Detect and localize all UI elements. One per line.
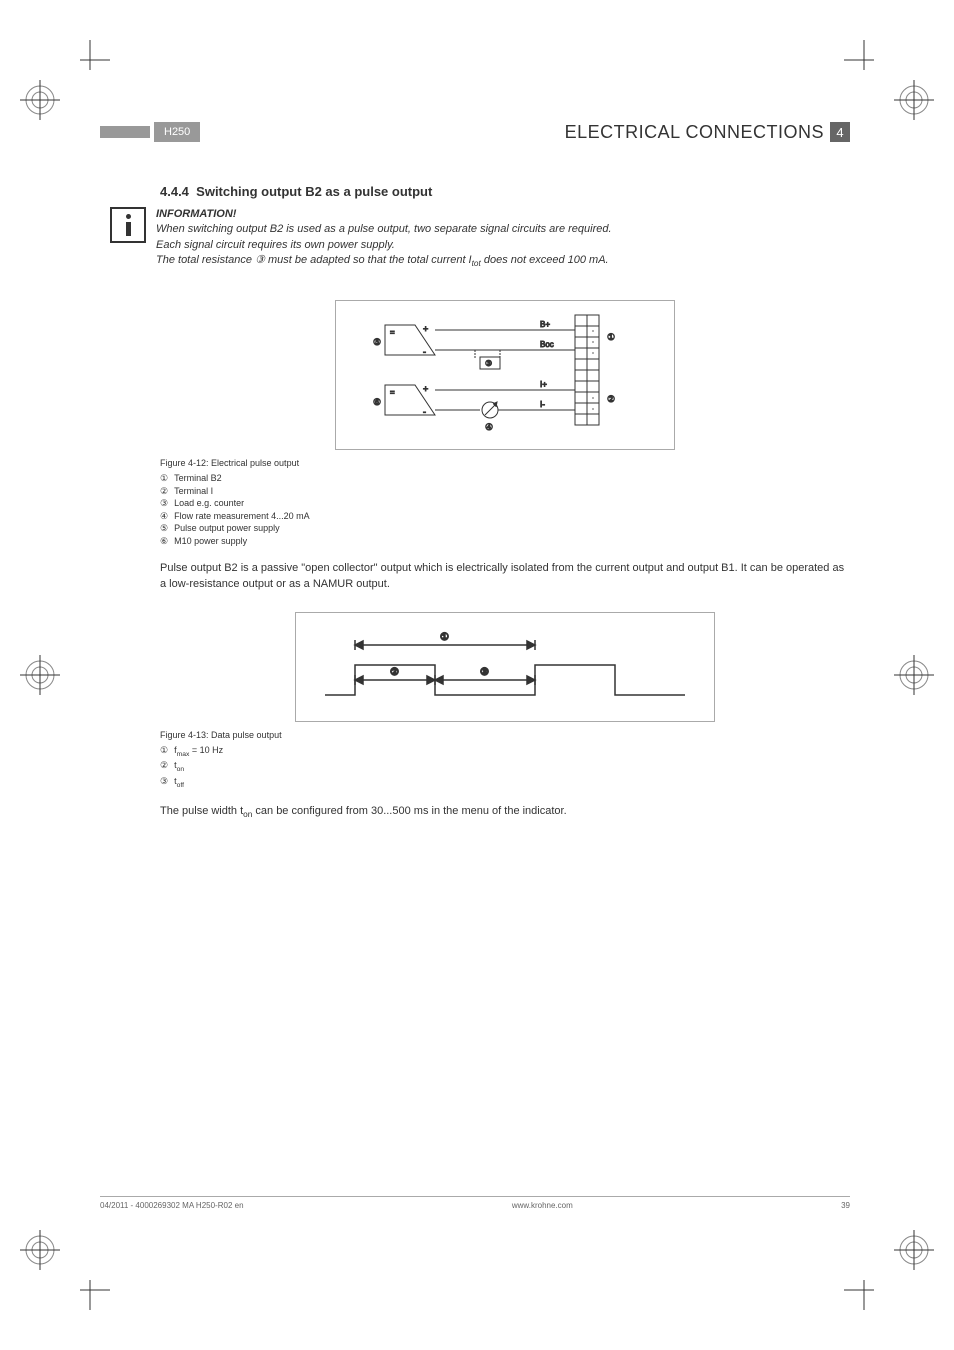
crop-mark-br — [894, 1230, 934, 1270]
svg-text:=: = — [390, 328, 395, 337]
section-number: 4.4.4 — [160, 184, 189, 199]
footer-doc-id: 04/2011 - 4000269302 MA H250-R02 en — [100, 1201, 244, 1210]
svg-text:I+: I+ — [540, 380, 547, 389]
svg-text:⑥: ⑥ — [373, 397, 381, 407]
info-line-2: Each signal circuit requires its own pow… — [156, 238, 612, 253]
crop-mark-blc — [70, 1270, 110, 1310]
header-accent-bar — [100, 126, 150, 138]
svg-text:I-: I- — [540, 400, 545, 409]
svg-text:③: ③ — [480, 667, 489, 678]
chapter-number: 4 — [830, 122, 850, 142]
figure-1-caption: Figure 4-12: Electrical pulse output — [160, 458, 850, 468]
section-heading: 4.4.4 Switching output B2 as a pulse out… — [160, 184, 850, 199]
info-heading: INFORMATION! — [156, 207, 612, 222]
footer-page-number: 39 — [841, 1201, 850, 1210]
svg-text:①: ① — [440, 632, 449, 643]
svg-text:Boc: Boc — [540, 340, 554, 349]
footer-url: www.krohne.com — [512, 1201, 573, 1210]
crop-mark-mr — [894, 655, 934, 695]
svg-text:③: ③ — [485, 359, 492, 368]
svg-text:+: + — [423, 324, 428, 334]
figure-2-box: ① ② ③ — [295, 612, 715, 722]
figure-1-legend: ①Terminal B2 ②Terminal I ③Load e.g. coun… — [160, 472, 850, 548]
info-line-1: When switching output B2 is used as a pu… — [156, 222, 612, 237]
crop-mark-bl — [20, 1230, 60, 1270]
svg-text:-: - — [423, 347, 426, 357]
crop-mark-tlc — [70, 40, 110, 80]
figure-2-legend: ①fmax = 10 Hz ②ton ③toff — [160, 744, 850, 790]
page-header: H250 ELECTRICAL CONNECTIONS 4 — [100, 120, 850, 144]
svg-text:=: = — [390, 388, 395, 397]
crop-mark-ml — [20, 655, 60, 695]
info-line-3: The total resistance ③ must be adapted s… — [156, 253, 612, 270]
svg-text:②: ② — [607, 394, 615, 404]
svg-text:②: ② — [390, 667, 399, 678]
crop-mark-tl — [20, 80, 60, 120]
paragraph-2: The pulse width ton can be configured fr… — [160, 804, 850, 821]
crop-mark-tr — [894, 80, 934, 120]
svg-text:-: - — [423, 407, 426, 417]
crop-mark-trc — [844, 40, 884, 80]
svg-text:B+: B+ — [540, 320, 550, 329]
document-tag: H250 — [154, 122, 200, 142]
chapter-title: ELECTRICAL CONNECTIONS — [565, 122, 824, 143]
info-callout: INFORMATION! When switching output B2 is… — [110, 207, 850, 270]
figure-1-svg: = + - B+ ③ Boc ⑤ = + - — [345, 310, 665, 440]
info-icon — [110, 207, 146, 243]
crop-mark-brc — [844, 1270, 884, 1310]
svg-text:①: ① — [607, 332, 615, 342]
figure-1-box: = + - B+ ③ Boc ⑤ = + - — [335, 300, 675, 450]
svg-text:+: + — [423, 384, 428, 394]
svg-text:⑤: ⑤ — [373, 337, 381, 347]
figure-2-svg: ① ② ③ — [305, 620, 705, 715]
info-text: INFORMATION! When switching output B2 is… — [156, 207, 612, 270]
page-footer: 04/2011 - 4000269302 MA H250-R02 en www.… — [100, 1196, 850, 1210]
figure-2-caption: Figure 4-13: Data pulse output — [160, 730, 850, 740]
section-title: Switching output B2 as a pulse output — [196, 184, 432, 199]
paragraph-1: Pulse output B2 is a passive "open colle… — [160, 561, 850, 592]
svg-text:④: ④ — [485, 422, 493, 432]
